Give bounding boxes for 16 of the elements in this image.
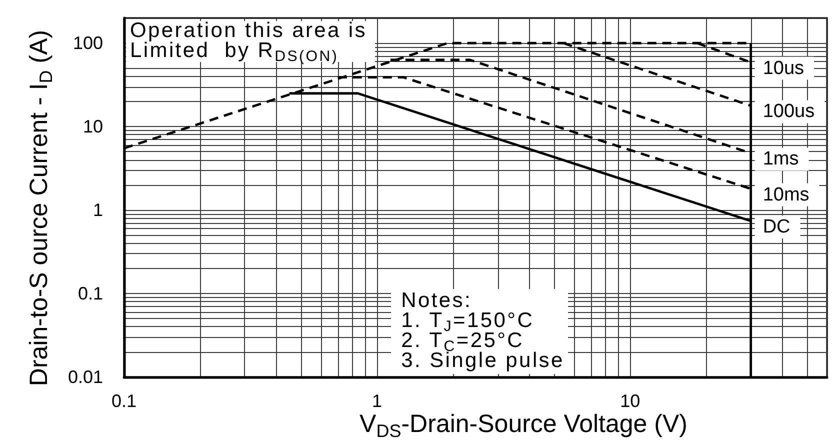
y-tick-label: 0.1 — [78, 284, 103, 304]
x-axis-title: V$_{DS}$-Drain-Source Voltage (V) — [360, 410, 688, 440]
annotation: Operation this area is Limited by R$_{DS(ON)}$ — [129, 19, 368, 66]
x-tick-label: 0.1 — [111, 391, 137, 411]
y-tick-label: 0.01 — [68, 367, 103, 387]
series-label: DC — [762, 216, 790, 238]
x-tick-label: 10 — [620, 391, 640, 411]
annotation: Notes: 1. T$_{J}$=150°C 2. T$_{C}$=25°C 3. Single pulse — [391, 289, 568, 374]
series-label: 1ms — [762, 148, 799, 170]
x-tick-label: 1 — [372, 391, 382, 411]
series-label: 10ms — [762, 184, 810, 206]
series-label: 100us — [762, 101, 815, 122]
y-tick-label: 100 — [72, 33, 103, 54]
y-tick-label: 10 — [82, 116, 103, 137]
series-label: 10us — [762, 58, 804, 79]
y-tick-label: 1 — [92, 200, 103, 220]
